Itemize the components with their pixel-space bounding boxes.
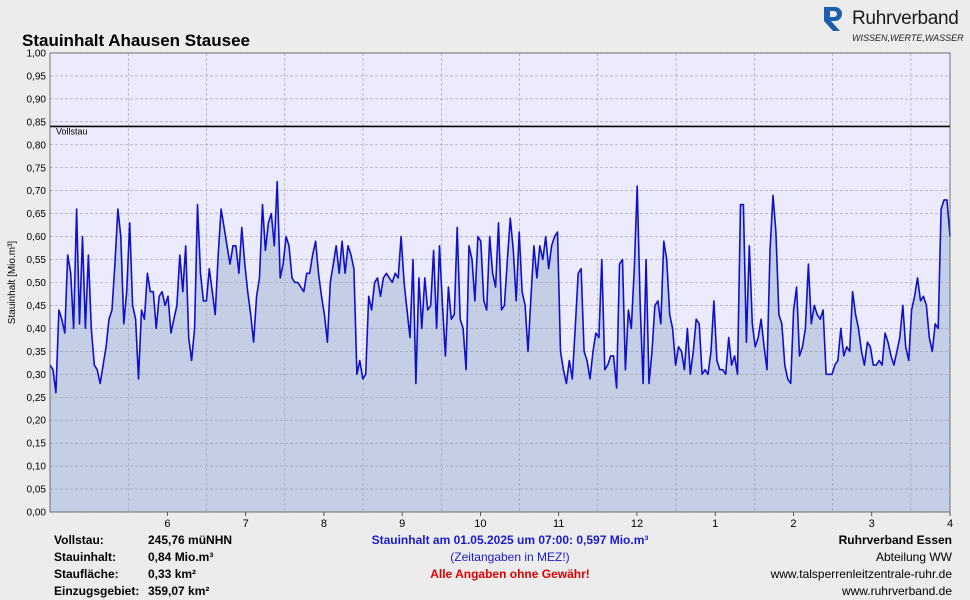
vollstau-label: Vollstau [56, 126, 88, 136]
current-level-text: Stauinhalt am 01.05.2025 um 07:00: 0,597… [371, 533, 649, 547]
x-tick-label: 3 [869, 518, 875, 530]
url-ruhrverband[interactable]: www.ruhrverband.de [841, 584, 952, 598]
y-tick-label: 0,25 [27, 393, 47, 404]
y-tick-label: 0,30 [27, 370, 47, 381]
x-tick-label: 10 [474, 518, 486, 530]
brand-name: Ruhrverband [852, 8, 959, 29]
x-tick-label: 6 [164, 518, 170, 530]
y-tick-label: 0,55 [27, 255, 47, 266]
y-tick-label: 0,75 [27, 163, 47, 174]
vollstau-label: Vollstau: [54, 533, 104, 547]
y-tick-label: 0,65 [27, 209, 47, 220]
series-area [50, 181, 950, 512]
time-note: (Zeitangaben in MEZ!) [450, 550, 570, 564]
series-line [49, 180, 951, 394]
y-tick-label: 0,00 [27, 508, 47, 519]
y-tick-label: 0,10 [27, 462, 47, 473]
y-tick-label: 0,15 [27, 439, 47, 450]
y-tick-label: 0,90 [27, 94, 47, 105]
y-tick-label: 0,45 [27, 301, 47, 312]
einzugsgebiet-value: 359,07 km² [148, 584, 210, 598]
stauinhalt-label: Stauinhalt: [54, 550, 116, 564]
y-tick-label: 0,60 [27, 232, 47, 243]
disclaimer: Alle Angaben ohne Gewähr! [430, 567, 590, 581]
stauflaeche-label: Staufläche: [54, 567, 119, 581]
org-name: Ruhrverband Essen [838, 533, 952, 547]
stauflaeche-value: 0,33 km² [148, 567, 197, 581]
ruhrverband-logo-icon [824, 7, 842, 31]
x-tick-label: 11 [553, 518, 564, 530]
einzugsgebiet-label: Einzugsgebiet: [54, 584, 140, 598]
y-tick-label: 0,50 [27, 278, 47, 289]
chart-title: Stauinhalt Ahausen Stausee [22, 31, 250, 50]
y-tick-label: 1,00 [27, 49, 47, 60]
x-tick-label: 12 [631, 518, 643, 530]
dept-name: Abteilung WW [875, 550, 952, 564]
url-talsperrenleitzentrale[interactable]: www.talsperrenleitzentrale-ruhr.de [770, 567, 952, 581]
brand-tagline: WISSEN,WERTE,WASSER [852, 33, 964, 43]
y-tick-label: 0,95 [27, 71, 47, 82]
x-tick-label: 9 [399, 518, 405, 530]
x-tick-label: 2 [790, 518, 796, 530]
x-tick-label: 8 [321, 518, 327, 530]
plot-frame [49, 52, 951, 513]
x-tick-label: 7 [243, 518, 249, 530]
x-tick-label: 4 [947, 518, 953, 530]
y-tick-label: 0,20 [27, 416, 47, 427]
y-tick-label: 0,35 [27, 347, 47, 358]
y-tick-label: 0,40 [27, 324, 47, 335]
stauinhalt-value: 0,84 Mio.m³ [148, 550, 214, 564]
y-tick-label: 0,05 [27, 485, 47, 496]
y-tick-label: 0,80 [27, 140, 47, 151]
x-tick-label: 1 [712, 518, 718, 530]
ruhrverband-logo: Ruhrverband WISSEN,WERTE,WASSER [822, 6, 964, 46]
vollstau-value: 245,76 müNHN [148, 533, 233, 547]
y-tick-label: 0,70 [27, 186, 47, 197]
y-tick-label: 0,85 [27, 117, 47, 128]
y-axis-label: Stauinhalt [Mio.m³] [7, 241, 18, 325]
